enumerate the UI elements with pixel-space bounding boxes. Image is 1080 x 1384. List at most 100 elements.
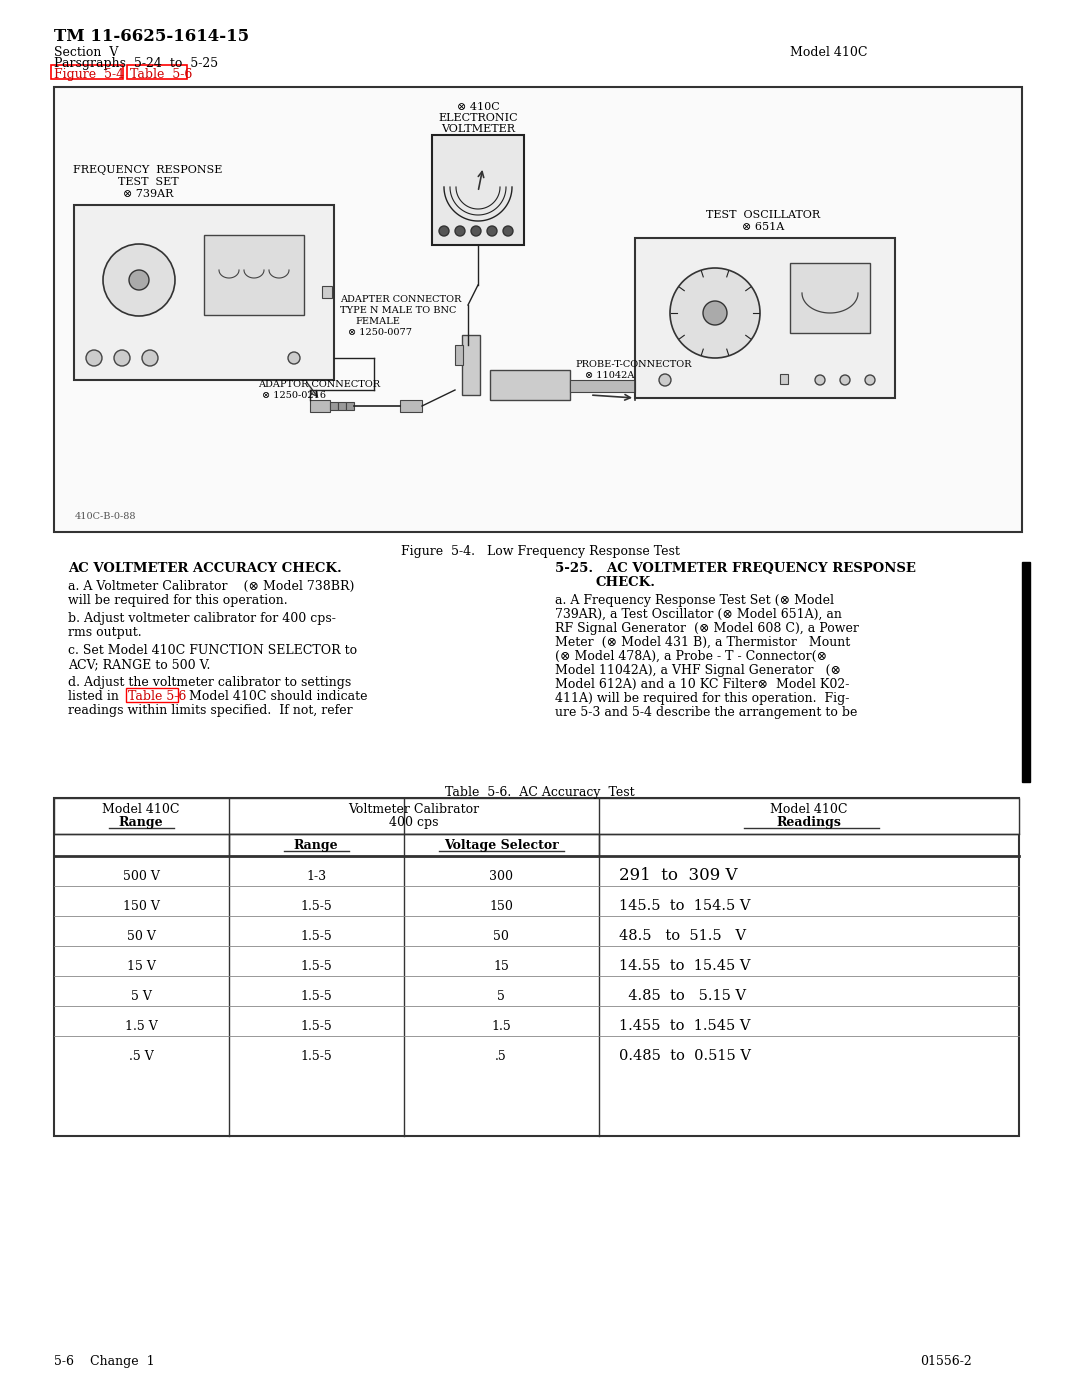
Text: 4.85  to   5.15 V: 4.85 to 5.15 V [619,990,746,1003]
Text: Range: Range [294,839,338,853]
Text: Model 410C: Model 410C [789,46,867,60]
Text: .5: .5 [495,1049,507,1063]
Text: 1.5-5: 1.5-5 [300,930,332,943]
Text: PROBE-T-CONNECTOR: PROBE-T-CONNECTOR [575,360,691,370]
Text: listed in: listed in [68,691,123,703]
Text: TEST  OSCILLATOR: TEST OSCILLATOR [706,210,820,220]
Text: ⊗ 11042A: ⊗ 11042A [585,371,634,381]
Bar [346,401,354,410]
Text: Figure  5-4.   Low Frequency Response Test: Figure 5-4. Low Frequency Response Test [401,545,679,558]
Bar [455,345,463,365]
Circle shape [86,350,102,365]
Text: (⊗ Model 478A), a Probe - T - Connector(⊗: (⊗ Model 478A), a Probe - T - Connector(… [555,650,827,663]
Bar [338,401,346,410]
Text: 1.455  to  1.545 V: 1.455 to 1.545 V [619,1019,751,1032]
Text: TEST  SET: TEST SET [118,177,178,187]
Text: 1.5-5: 1.5-5 [300,990,332,1002]
Text: ⊗ 1250-0077: ⊗ 1250-0077 [348,328,411,336]
Text: 48.5   to  51.5   V: 48.5 to 51.5 V [619,929,746,943]
Text: Model 11042A), a VHF Signal Generator   (⊗: Model 11042A), a VHF Signal Generator (⊗ [555,664,841,677]
Text: AC VOLTMETER ACCURACY CHECK.: AC VOLTMETER ACCURACY CHECK. [68,562,341,574]
Text: 5-6    Change  1: 5-6 Change 1 [54,1355,154,1367]
Bar [789,263,870,334]
Text: Range: Range [119,817,163,829]
Circle shape [659,374,671,386]
Text: Meter  (⊗ Model 431 B), a Thermistor   Mount: Meter (⊗ Model 431 B), a Thermistor Moun… [555,637,850,649]
Bar [54,799,1020,1136]
Text: 145.5  to  154.5 V: 145.5 to 154.5 V [619,900,751,913]
Text: 1-3: 1-3 [306,869,326,883]
Circle shape [503,226,513,237]
Circle shape [670,268,760,358]
Text: 1.5 V: 1.5 V [124,1020,158,1032]
Text: Model 410C should indicate: Model 410C should indicate [181,691,367,703]
Text: ADAPTOR CONNECTOR: ADAPTOR CONNECTOR [258,381,380,389]
Circle shape [703,300,727,325]
Circle shape [455,226,465,237]
Text: 739AR), a Test Oscillator (⊗ Model 651A), an: 739AR), a Test Oscillator (⊗ Model 651A)… [555,608,842,621]
Text: 5: 5 [497,990,505,1002]
Text: ADAPTER CONNECTOR: ADAPTER CONNECTOR [340,295,461,304]
Circle shape [471,226,481,237]
Text: 01556-2: 01556-2 [920,1355,972,1367]
Bar [432,136,524,245]
Circle shape [438,226,449,237]
Bar [635,238,895,399]
Text: 150 V: 150 V [122,900,160,912]
Bar [570,381,635,392]
Bar [322,286,332,298]
Text: 1.5-5: 1.5-5 [300,959,332,973]
Text: 300: 300 [489,869,513,883]
Text: will be required for this operation.: will be required for this operation. [68,594,287,608]
Text: Figure  5-4: Figure 5-4 [54,68,124,82]
Text: 1.5-5: 1.5-5 [300,1020,332,1032]
Text: a. A Frequency Response Test Set (⊗ Model: a. A Frequency Response Test Set (⊗ Mode… [555,594,834,608]
Text: ⊗ 1250-0216: ⊗ 1250-0216 [262,392,326,400]
Circle shape [103,244,175,316]
Text: FEMALE: FEMALE [355,317,400,327]
Text: Voltage Selector: Voltage Selector [444,839,558,853]
Text: Model 410C: Model 410C [770,803,848,817]
Text: Table 5-6: Table 5-6 [129,691,187,703]
Text: ⊗ 410C: ⊗ 410C [457,102,499,112]
Text: VOLTMETER: VOLTMETER [441,125,515,134]
Text: rms output.: rms output. [68,626,141,639]
Text: Section  V: Section V [54,46,119,60]
Bar [780,374,788,383]
Text: Table  5-6.  AC Accuracy  Test: Table 5-6. AC Accuracy Test [445,786,635,799]
Text: 5-25.   AC VOLTMETER FREQUENCY RESPONSE: 5-25. AC VOLTMETER FREQUENCY RESPONSE [555,562,916,574]
Text: ACV; RANGE to 500 V.: ACV; RANGE to 500 V. [68,657,211,671]
Circle shape [815,375,825,385]
Text: Model 410C: Model 410C [103,803,179,817]
Bar [51,65,123,79]
Text: TYPE N MALE TO BNC: TYPE N MALE TO BNC [340,306,457,316]
Text: ure 5-3 and 5-4 describe the arrangement to be: ure 5-3 and 5-4 describe the arrangement… [555,706,858,720]
Bar [75,205,334,381]
Text: 5 V: 5 V [131,990,151,1002]
Bar [126,688,178,702]
Circle shape [129,270,149,291]
Text: Table  5-6: Table 5-6 [130,68,192,82]
Text: 400 cps: 400 cps [389,817,438,829]
Bar [400,400,422,412]
Bar [54,87,1022,531]
Text: d. Adjust the voltmeter calibrator to settings: d. Adjust the voltmeter calibrator to se… [68,675,351,689]
Text: ⊗ 739AR: ⊗ 739AR [123,190,173,199]
Text: readings within limits specified.  If not, refer: readings within limits specified. If not… [68,704,353,717]
Text: 1.5-5: 1.5-5 [300,900,332,912]
Circle shape [840,375,850,385]
Bar [1022,562,1030,782]
Text: 500 V: 500 V [122,869,160,883]
Text: CHECK.: CHECK. [595,576,654,590]
Bar [330,401,338,410]
Bar [54,799,1020,835]
Text: 291  to  309 V: 291 to 309 V [619,868,738,884]
Circle shape [141,350,158,365]
Text: 50: 50 [494,930,509,943]
Text: ELECTRONIC: ELECTRONIC [438,113,517,123]
Text: ⊗ 651A: ⊗ 651A [742,221,784,233]
Text: 15: 15 [494,959,509,973]
Text: Parsgraphs  5-24  to  5-25: Parsgraphs 5-24 to 5-25 [54,57,218,71]
Circle shape [487,226,497,237]
Text: 411A) will be required for this operation.  Fig-: 411A) will be required for this operatio… [555,692,849,704]
